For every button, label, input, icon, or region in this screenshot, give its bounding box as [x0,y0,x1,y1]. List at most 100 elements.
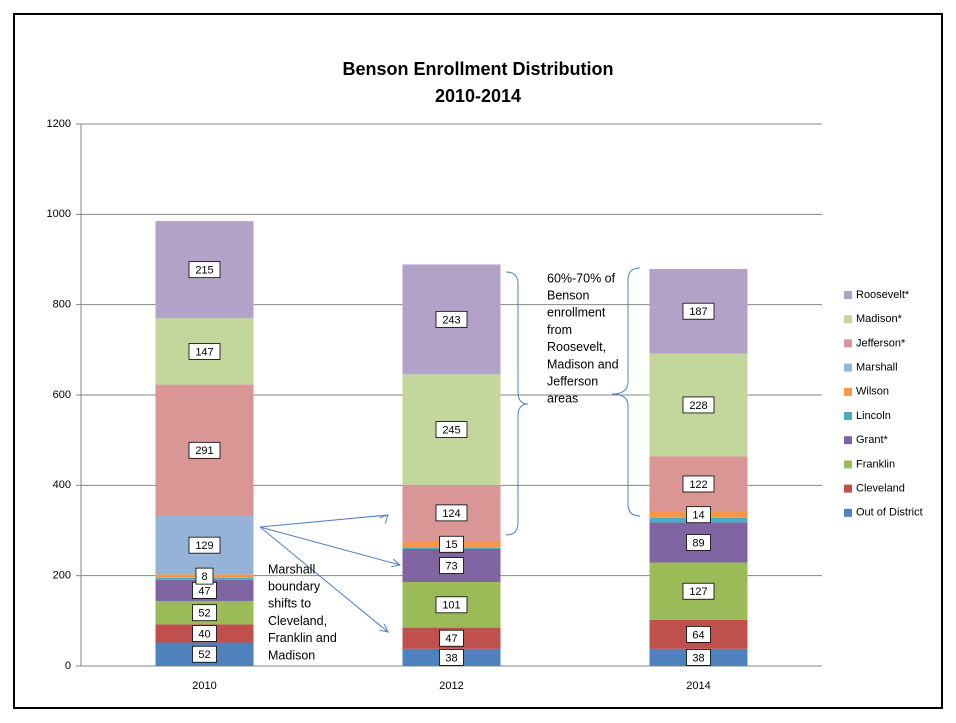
legend-label: Franklin [856,458,895,470]
data-label-box [188,536,221,554]
data-label-box [195,567,214,585]
data-label-box [686,506,711,524]
legend-label: Wilson [856,386,889,398]
legend-label: Roosevelt* [856,289,910,301]
data-label: 291 [195,445,213,457]
data-label-box [188,441,221,459]
annotation: Franklin and [268,631,337,645]
chart-title: 2010-2014 [435,86,521,106]
legend-swatch [844,460,852,469]
data-label-box [682,475,715,493]
annotation: Madison [268,648,315,662]
data-label-box [439,649,464,666]
y-tick-label: 0 [65,660,71,672]
annotation: Cleveland, [268,614,327,628]
data-label-box [435,310,468,328]
data-label: 243 [442,314,460,326]
x-tick-label: 2014 [686,680,710,692]
chart-title: Benson Enrollment Distribution [342,59,613,79]
data-label: 129 [195,540,213,552]
data-label: 122 [689,479,707,491]
annotation-arrows [259,267,641,633]
legend: Out of District Cleveland Franklin Grant* Li… [844,289,923,519]
y-tick-label: 600 [53,389,71,401]
annotation: 60%-70% of [547,271,616,285]
data-label: 52 [198,608,210,620]
data-label-box [682,302,715,320]
y-tick-label: 200 [53,570,71,582]
data-label: 89 [692,537,704,549]
legend-swatch [844,363,852,372]
data-label-box [686,534,711,551]
data-label: 127 [689,586,707,598]
annotation: Roosevelt, [547,340,606,354]
data-label: 15 [445,539,457,551]
data-label-box [435,421,468,438]
annotation: areas [547,392,578,406]
annotation: boundary [268,579,321,593]
data-label: 47 [445,633,457,645]
legend-swatch [844,508,852,517]
legend-swatch [844,291,852,299]
arrow-head [391,558,402,568]
legend-swatch [844,387,852,396]
data-label-box [435,504,468,522]
legend-label: Madison* [856,313,903,325]
legend-swatch [844,436,852,445]
data-label: 47 [198,585,210,597]
annotation: enrollment [547,306,606,320]
legend-label: Jefferson* [856,337,906,349]
annotation: shifts to [268,597,311,611]
data-label-box [682,396,715,414]
legend-label: Cleveland [856,483,905,495]
data-label: 124 [442,508,460,520]
annotation: Jefferson [547,374,598,388]
data-label-box [192,604,217,622]
data-label: 215 [195,265,213,277]
data-label: 147 [195,346,213,358]
legend-swatch [844,315,852,324]
bracket [505,271,529,536]
data-label: 245 [442,424,460,436]
y-tick-label: 400 [53,479,71,491]
arrow [259,526,401,566]
x-tick-label: 2010 [192,680,216,692]
data-label-box [686,649,711,666]
data-label: 52 [198,649,210,661]
data-label-box [686,625,711,643]
arrow [259,514,389,528]
data-label: 14 [692,510,704,522]
data-label-box [439,557,464,574]
legend-swatch [844,339,852,348]
legend-label: Out of District [856,507,923,519]
data-label-box [435,596,468,614]
bracket [611,267,641,517]
annotation: Benson [547,288,589,302]
y-tick-label: 1000 [47,208,71,220]
annotation: Madison and [547,357,619,371]
data-label: 64 [692,629,704,641]
data-labels: 52 40 52 47 8 129 291 147 215 38 47 101 73 15 124 245 24… [188,261,715,666]
data-label: 187 [689,306,707,318]
data-label: 8 [201,571,207,583]
data-label: 40 [198,628,210,640]
legend-label: Grant* [856,434,889,446]
annotation: Marshall [268,562,315,576]
data-label: 38 [692,652,704,664]
data-label: 101 [442,600,460,612]
data-label: 228 [689,400,707,412]
data-label-box [188,261,221,279]
arrow [259,526,389,633]
x-tick-label: 2012 [439,680,463,692]
annotation: from [547,323,572,337]
legend-swatch [844,484,852,493]
arrow-head [379,514,389,524]
data-label: 38 [445,652,457,664]
y-tick-label: 1200 [47,118,71,130]
data-label-box [192,625,217,642]
y-tick-label: 800 [53,299,71,311]
arrow-head [379,623,389,633]
data-label-box [188,343,221,360]
annotations: Marshall boundary shifts to Cleveland, Frank… [268,271,619,662]
